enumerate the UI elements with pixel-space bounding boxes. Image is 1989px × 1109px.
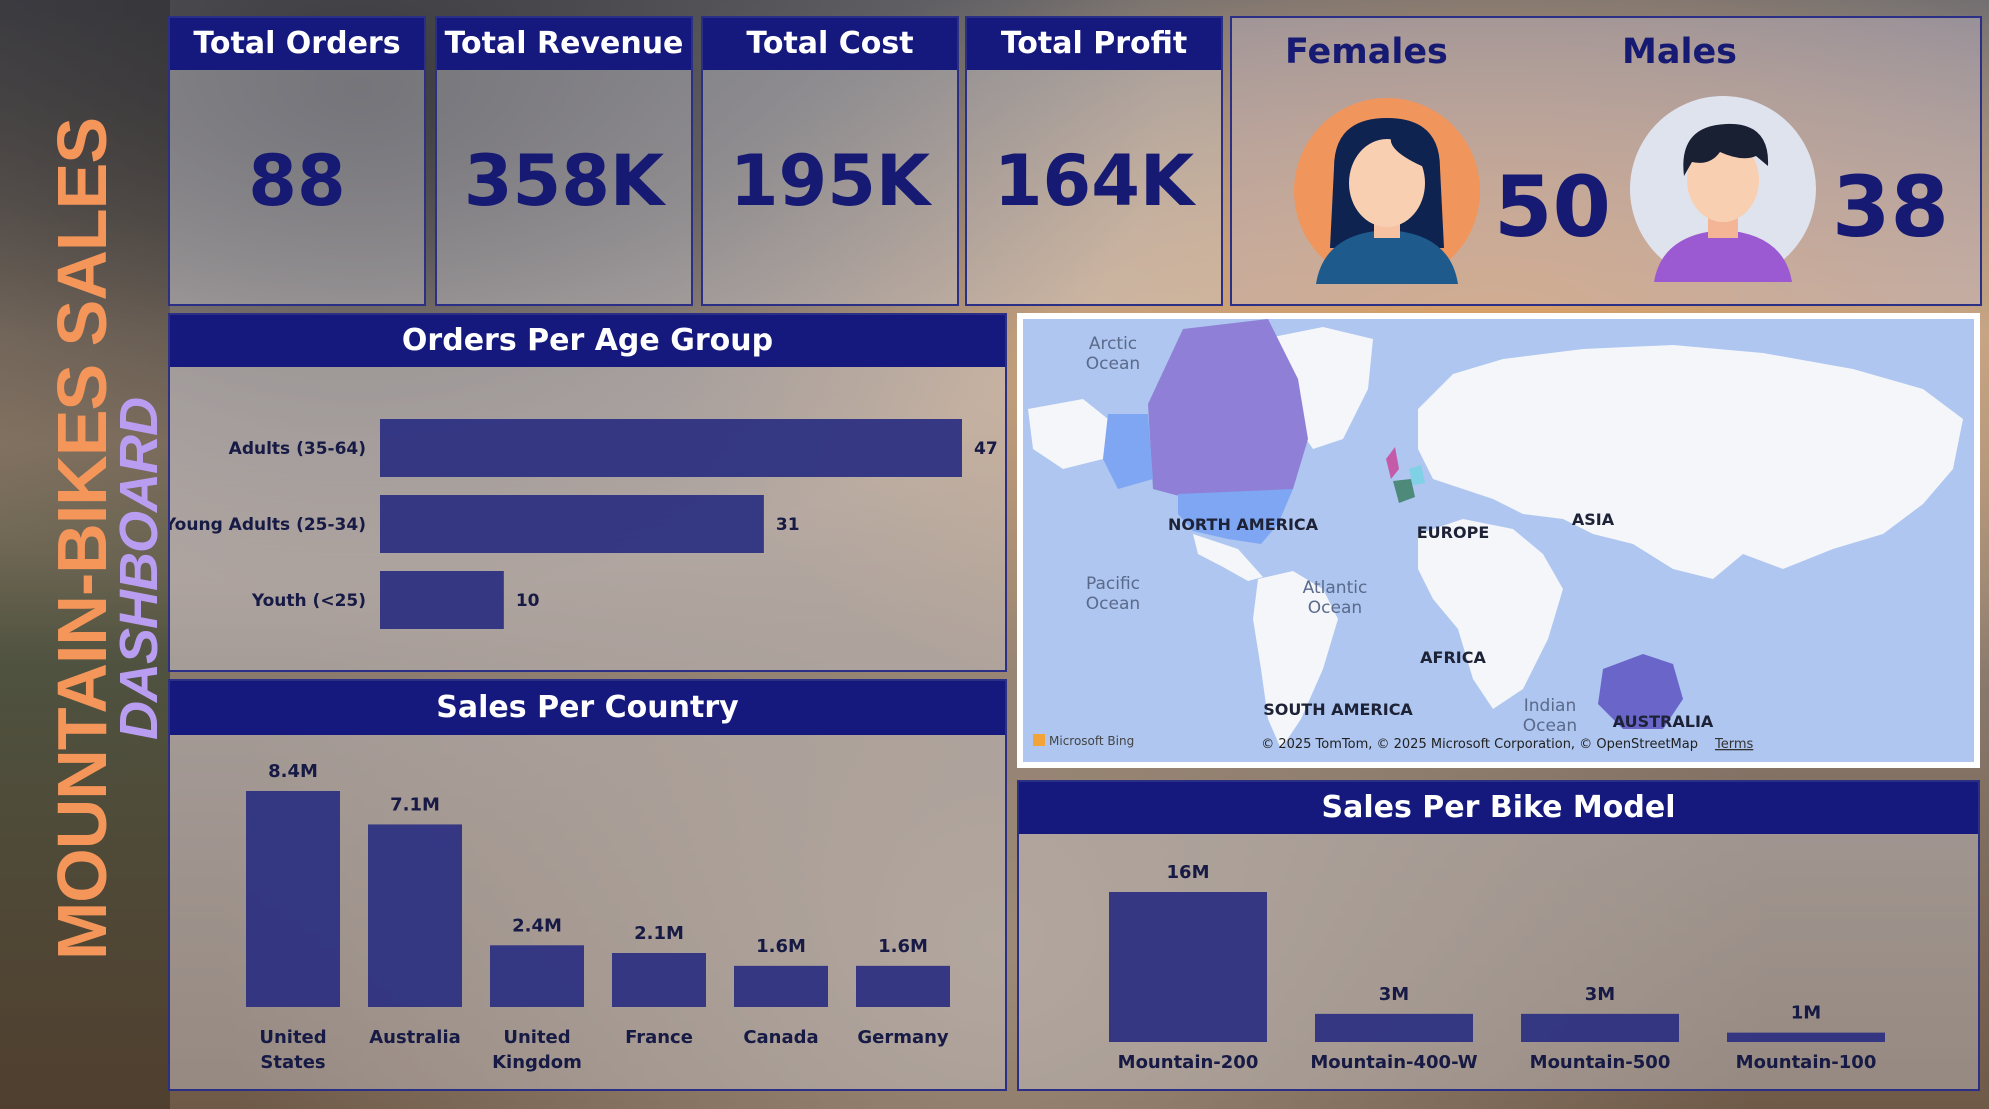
country-bar[interactable] [246,791,340,1007]
model-category-label: Mountain-200 [1118,1052,1259,1073]
country-bar[interactable] [612,953,706,1007]
germany-region [1409,465,1425,485]
model-value-label: 16M [1167,862,1210,883]
usa-alaska-region [1103,414,1153,489]
country-category-label: France [625,1027,693,1048]
age-category-label: Youth (<25) [251,591,366,611]
kpi-value: 164K [993,140,1195,222]
uk-region [1386,447,1399,479]
model-category-label: Mountain-500 [1530,1052,1671,1073]
age-bar[interactable] [380,419,962,477]
country-category-label: Australia [369,1027,461,1048]
atlantic-ocean-label: Atlantic Ocean [1303,578,1368,618]
side-title: MOUNTAIN-BIKES SALES DASHBOARD [0,0,170,1109]
kpi-label: Total Revenue [437,18,691,70]
country-sales-chart[interactable]: Sales Per Country 8.4M United States 7.1M Au… [168,679,1007,1091]
country-bar[interactable] [368,824,462,1007]
country-value-label: 7.1M [390,794,440,815]
dashboard-subtitle: DASHBOARD [109,398,169,740]
females-value: 50 [1494,158,1611,256]
country-value-label: 1.6M [756,936,806,957]
model-bar[interactable] [1109,892,1267,1042]
kpi-total-profit[interactable]: Total Profit 164K [965,16,1223,306]
europe-label: EUROPE [1417,523,1490,542]
map-copyright: © 2025 TomTom, © 2025 Microsoft Corporat… [1261,737,1698,752]
males-label: Males [1622,32,1738,72]
south-america-shape [1253,571,1338,749]
age-category-label: Adults (35-64) [229,439,366,459]
kpi-value: 88 [248,140,346,222]
australia-label: AUSTRALIA [1613,712,1714,731]
model-bar[interactable] [1521,1013,1679,1042]
country-value-label: 2.1M [634,923,684,944]
australia-region [1598,654,1683,729]
map-brand: Microsoft Bing [1049,734,1134,748]
country-bar[interactable] [734,965,828,1007]
country-value-label: 8.4M [268,761,318,782]
usa-region [1178,489,1293,544]
kpi-total-orders[interactable]: Total Orders 88 [168,16,426,306]
north-america-label: NORTH AMERICA [1168,515,1319,534]
alaska-shape [1028,399,1108,469]
female-avatar-icon [1294,98,1480,284]
age-value-label: 10 [516,591,540,611]
model-value-label: 3M [1379,984,1409,1005]
country-category-label: Canada [743,1027,818,1048]
africa-label: AFRICA [1420,648,1486,667]
france-region [1393,479,1415,503]
canada-region [1148,319,1308,497]
model-category-label: Mountain-400-W [1310,1052,1477,1073]
model-bar[interactable] [1727,1032,1885,1042]
arctic-ocean-label: Arctic Ocean [1086,334,1140,374]
model-value-label: 3M [1585,984,1615,1005]
africa-shape [1418,519,1563,709]
kpi-label: Total Orders [170,18,424,70]
kpi-total-revenue[interactable]: Total Revenue 358K [435,16,693,306]
males-value: 38 [1832,158,1949,256]
country-bar[interactable] [490,945,584,1007]
country-category-label: United Kingdom [492,1027,582,1073]
model-bar[interactable] [1315,1013,1473,1042]
eurasia-shape [1418,345,1963,579]
kpi-value: 358K [463,140,665,222]
male-avatar-icon [1630,96,1816,282]
world-map[interactable]: Arctic Ocean Pacific Ocean Atlantic Ocean I… [1017,313,1980,768]
females-label: Females [1285,32,1448,72]
kpi-label: Total Cost [703,18,957,70]
chart-title: Sales Per Bike Model [1019,782,1978,834]
country-category-label: Germany [857,1027,949,1048]
chart-title: Orders Per Age Group [170,315,1005,367]
bing-logo-icon [1033,734,1045,746]
map-terms-link[interactable]: Terms [1714,737,1754,752]
model-value-label: 1M [1791,1003,1821,1024]
age-value-label: 31 [776,515,800,535]
age-bar[interactable] [380,495,764,553]
south-america-label: SOUTH AMERICA [1263,700,1413,719]
model-category-label: Mountain-100 [1736,1052,1877,1073]
age-group-chart[interactable]: Orders Per Age Group Adults (35-64) 47 You… [168,313,1007,672]
kpi-total-cost[interactable]: Total Cost 195K [701,16,959,306]
bike-model-chart[interactable]: Sales Per Bike Model 16M Mountain-200 3M Mo… [1017,780,1980,1091]
age-category-label: Young Adults (25-34) [170,515,366,535]
country-bar[interactable] [856,965,950,1007]
pacific-ocean-label: Pacific Ocean [1086,574,1140,614]
country-category-label: United States [259,1027,326,1073]
indian-ocean-label: Indian Ocean [1523,696,1577,736]
kpi-label: Total Profit [967,18,1221,70]
country-value-label: 1.6M [878,936,928,957]
country-value-label: 2.4M [512,915,562,936]
age-value-label: 47 [974,439,998,459]
chart-title: Sales Per Country [170,681,1005,735]
central-america-shape [1193,534,1263,581]
asia-label: ASIA [1572,510,1615,529]
age-bar[interactable] [380,571,504,629]
gender-panel[interactable]: Females Males 50 38 [1230,16,1982,306]
kpi-value: 195K [729,140,931,222]
